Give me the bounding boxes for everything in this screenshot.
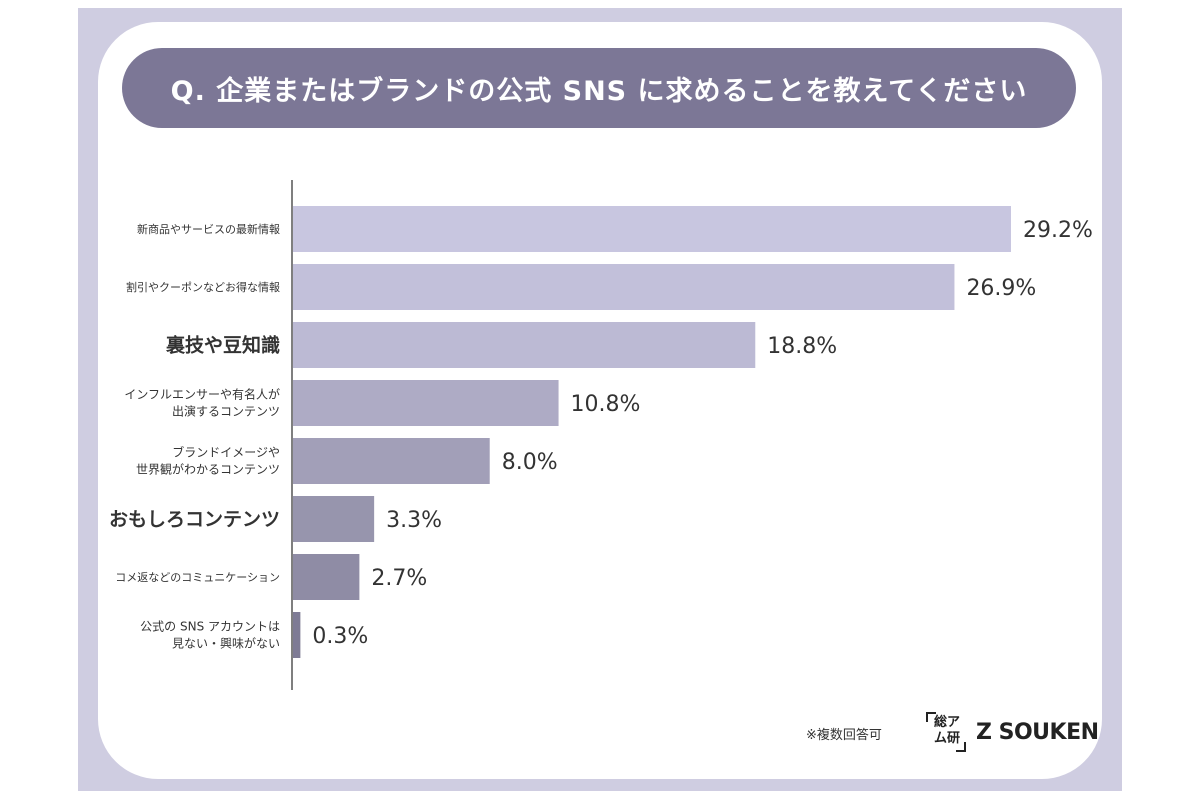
zsouken-logo: 総ア ム研 Z SOUKEN xyxy=(926,712,1099,752)
bar xyxy=(293,264,955,310)
chart-card xyxy=(98,22,1102,779)
bar-value-label: 29.2% xyxy=(1023,218,1093,243)
category-label: ブランドイメージや世界観がわかるコンテンツ xyxy=(136,445,280,477)
logo-wordmark: Z SOUKEN xyxy=(976,719,1099,745)
bar-value-label: 18.8% xyxy=(767,334,837,359)
bar xyxy=(293,612,301,658)
logo-mark: 総ア ム研 xyxy=(926,712,966,752)
category-label: おもしろコンテンツ xyxy=(109,509,280,531)
category-label: 公式の SNS アカウントは見ない・興味がない xyxy=(140,620,280,651)
bar-value-label: 3.3% xyxy=(386,508,442,533)
bar xyxy=(293,206,1011,252)
chart-title: Q. 企業またはブランドの公式 SNS に求めることを教えてください xyxy=(170,75,1028,107)
multiple-answers-note: ※複数回答可 xyxy=(806,728,882,743)
bar-value-label: 2.7% xyxy=(371,566,427,591)
bar xyxy=(293,380,559,426)
category-label: 割引やクーポンなどお得な情報 xyxy=(126,280,280,294)
bar-value-label: 10.8% xyxy=(571,392,641,417)
category-label: 裏技や豆知識 xyxy=(165,334,280,357)
bar xyxy=(293,496,375,542)
bar-value-label: 0.3% xyxy=(312,624,368,649)
logo-mark-bottom: ム研 xyxy=(933,731,960,746)
title-banner: Q. 企業またはブランドの公式 SNS に求めることを教えてください xyxy=(122,48,1076,128)
bar-value-label: 26.9% xyxy=(966,276,1036,301)
bar xyxy=(293,438,490,484)
category-label: コメ返などのコミュニケーション xyxy=(115,571,280,584)
bar-value-label: 8.0% xyxy=(502,450,558,475)
logo-mark-top: 総ア xyxy=(933,715,960,730)
category-label: インフルエンサーや有名人が出演するコンテンツ xyxy=(124,387,280,419)
bar xyxy=(293,322,756,368)
category-label: 新商品やサービスの最新情報 xyxy=(137,222,280,236)
bar xyxy=(293,554,360,600)
